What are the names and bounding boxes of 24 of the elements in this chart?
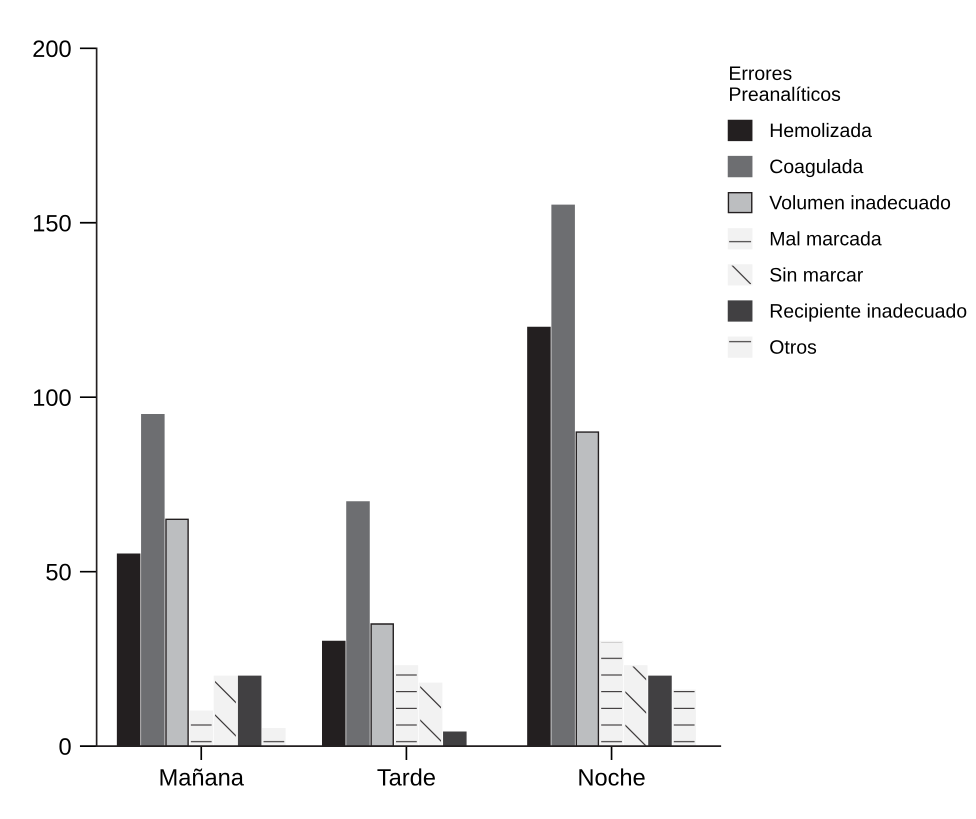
bar (238, 676, 262, 746)
x-tick-label: Noche (579, 768, 645, 786)
legend-label: Coagulada (770, 159, 864, 178)
bar (551, 204, 575, 746)
y-tick-label: 0 (59, 738, 71, 755)
legend-label: Hemolizada (770, 122, 872, 138)
y-tick-label: 50 (46, 564, 71, 580)
y-tick-label: 200 (33, 40, 71, 58)
bar (346, 501, 370, 746)
bar (141, 414, 165, 746)
x-tick-label: Tarde (377, 768, 435, 786)
legend-label: Otros (770, 340, 816, 354)
y-tick-label: 150 (34, 214, 71, 232)
legend-label: Volumen inadecuado (769, 195, 950, 210)
bar (672, 690, 696, 746)
bar (443, 731, 467, 746)
legend-label: Sin marcar (770, 267, 863, 282)
legend-label: Mal marcada (770, 231, 882, 246)
bar (648, 676, 672, 746)
legend-title: Errores Preanalíticos (730, 66, 840, 102)
y-tick-label: 100 (34, 389, 71, 406)
x-tick-label: Mañana (160, 768, 244, 786)
bar (262, 728, 286, 746)
legend-label: Recipiente inadecuado (770, 303, 966, 322)
